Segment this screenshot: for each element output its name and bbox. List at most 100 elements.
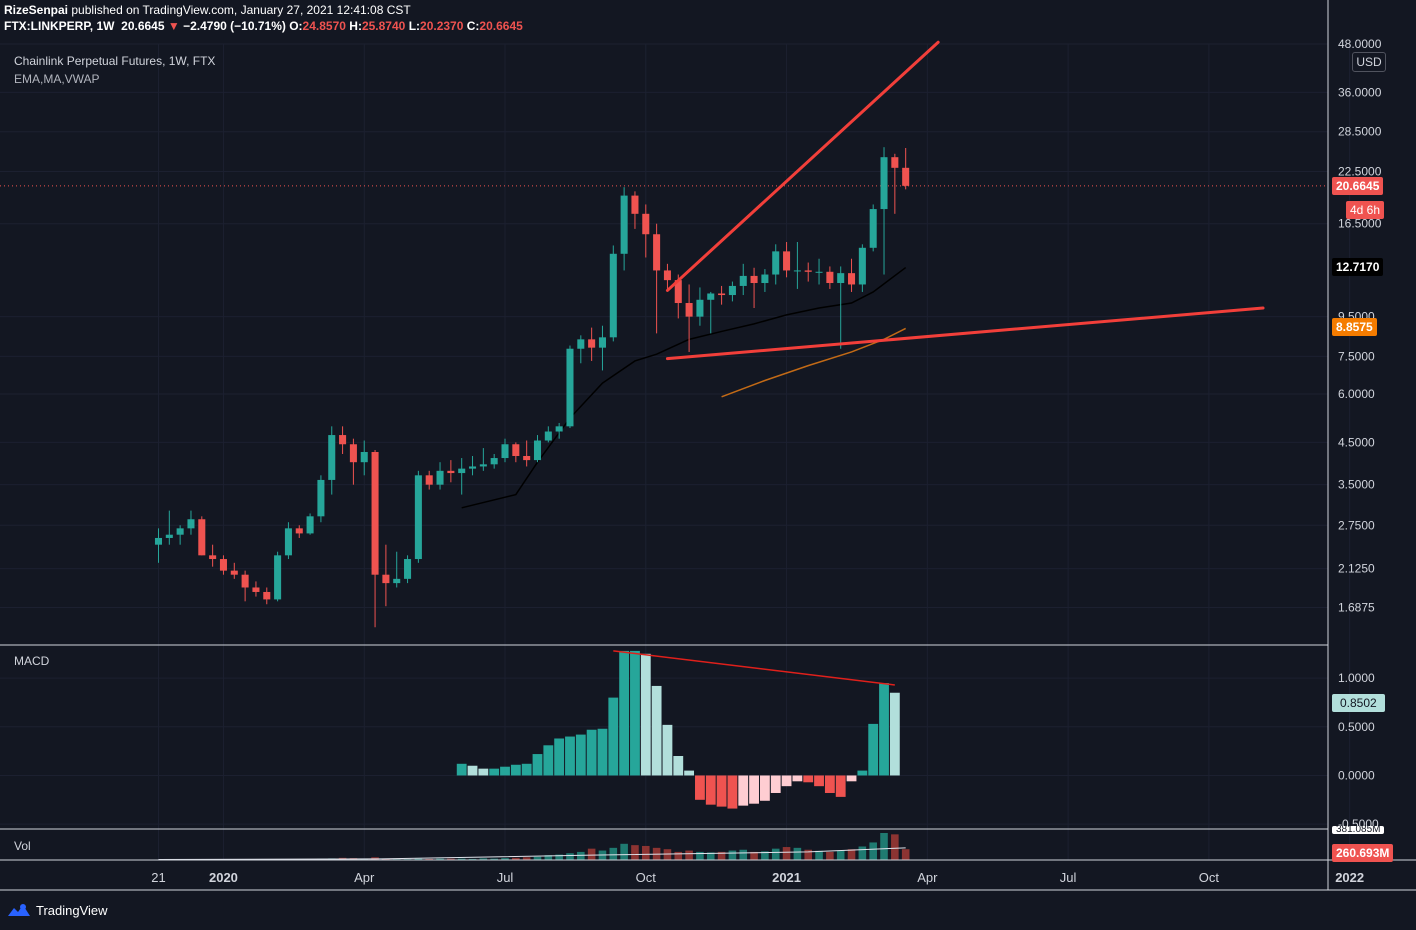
volume-bar (858, 846, 867, 860)
macd-histogram-bar (684, 770, 695, 776)
macd-value-tag: 0.8502 (1332, 694, 1385, 712)
trendlines[interactable] (665, 40, 1265, 361)
close-value: 20.6645 (479, 19, 523, 33)
publisher-name[interactable]: RizeSenpai (4, 3, 69, 17)
volume-bar (414, 858, 423, 860)
volume-bar (728, 850, 737, 860)
candle-body (880, 157, 888, 210)
volume-bar (382, 858, 390, 860)
candle-body (793, 270, 801, 272)
candle-body (436, 470, 444, 485)
volume-bar (717, 851, 726, 860)
volume-bar (706, 852, 715, 860)
price-tick-label: 6.0000 (1338, 387, 1375, 401)
candle-body (707, 293, 715, 300)
macd-histogram-bar (521, 763, 532, 776)
last-price: 20.6645 (121, 19, 165, 33)
volume-bar (869, 842, 877, 860)
macd-histogram-bar (781, 775, 792, 787)
candle-body (826, 271, 834, 284)
volume-bar (522, 857, 531, 860)
ohlc-line: FTX:LINKPERP, 1W 20.6645 ▼ −2.4790 (−10.… (4, 18, 523, 34)
candle-body (837, 273, 845, 284)
currency-button[interactable]: USD (1352, 52, 1386, 72)
candle-body (642, 213, 650, 235)
volume-bar (674, 851, 683, 860)
candle-body (241, 574, 249, 588)
pane-separators (0, 0, 1416, 891)
macd-histogram-bar (695, 775, 705, 800)
macd-histogram-bar (651, 685, 662, 776)
macd-histogram-bar (565, 736, 575, 776)
candle-body (414, 475, 422, 560)
price-axis[interactable]: 48.000036.000028.500022.500016.50009.500… (1338, 37, 1382, 831)
price-tick-label: 2.1250 (1338, 562, 1375, 576)
candle-body (447, 470, 455, 474)
candle-body (728, 285, 736, 296)
candle-body (891, 157, 899, 168)
low-value: 20.2370 (420, 19, 464, 33)
candle-body (187, 519, 195, 529)
time-axis[interactable]: 21 2020 Apr Jul Oct 2021 Apr Jul Oct 2022 (151, 870, 1364, 885)
candle-body (198, 519, 206, 556)
volume-bar (804, 849, 813, 860)
symbol-label: FTX:LINKPERP, 1W (4, 19, 115, 33)
macd-divergence-line (613, 650, 895, 686)
volume-bar (587, 848, 596, 860)
price-tick-label: 48.0000 (1338, 37, 1382, 51)
macd-histogram-bar (889, 692, 900, 776)
candle-body (674, 280, 682, 304)
candle-body (371, 451, 379, 575)
candlestick-series (154, 147, 910, 628)
volume-bar (880, 833, 888, 860)
time-tick-label: Jul (1060, 870, 1077, 885)
macd-tick-label: 0.0000 (1338, 768, 1375, 782)
candle-body (815, 271, 823, 273)
candle-body (284, 528, 292, 556)
open-label: O: (289, 19, 303, 33)
vol-pane-label: Vol (14, 839, 31, 853)
macd-histogram-bar (630, 650, 640, 776)
candle-body (761, 274, 769, 284)
price-tick-label: 28.5000 (1338, 125, 1382, 139)
volume-bar (771, 848, 780, 860)
ma-line (721, 327, 907, 398)
volume-bar (815, 850, 823, 860)
macd-histogram-bar (824, 775, 835, 793)
ema-line (461, 266, 907, 509)
volume-bar (468, 858, 477, 860)
volume-bar (620, 843, 628, 860)
candle-body (209, 555, 217, 560)
candle-body (718, 293, 726, 296)
time-tick-label: Jul (497, 870, 514, 885)
candle-body (544, 431, 552, 441)
macd-histogram-bar (662, 724, 673, 776)
time-tick-label: Apr (917, 870, 938, 885)
grid-lines (0, 43, 1351, 860)
volume-bar (901, 849, 910, 860)
trendline (665, 306, 1265, 361)
bar-countdown-tag: 4d 6h (1346, 201, 1385, 219)
candle-body (176, 528, 184, 535)
chart-legend: Chainlink Perpetual Futures, 1W, FTX EMA… (14, 52, 215, 88)
macd-histogram-bar (554, 738, 565, 776)
price-tick-label: 1.6875 (1338, 600, 1375, 614)
candle-body (512, 444, 520, 457)
tradingview-logo[interactable]: TradingView (6, 902, 108, 918)
volume-bar (826, 851, 834, 860)
macd-histogram-bar (868, 723, 879, 776)
volume-ma-line (158, 847, 906, 860)
candle-body (382, 574, 390, 584)
volume-value-tag: 260.693M (1332, 844, 1394, 862)
legend-indicators[interactable]: EMA,MA,VWAP (14, 72, 100, 86)
high-value: 25.8740 (361, 19, 406, 33)
macd-histogram-bar (575, 734, 586, 776)
time-tick-label: 2021 (772, 870, 801, 885)
volume-bar (782, 847, 791, 860)
candle-body (425, 475, 433, 485)
candle-body (252, 587, 260, 592)
close-label: C: (466, 19, 480, 33)
volume-bar (566, 853, 574, 860)
volume-bar (457, 858, 466, 860)
